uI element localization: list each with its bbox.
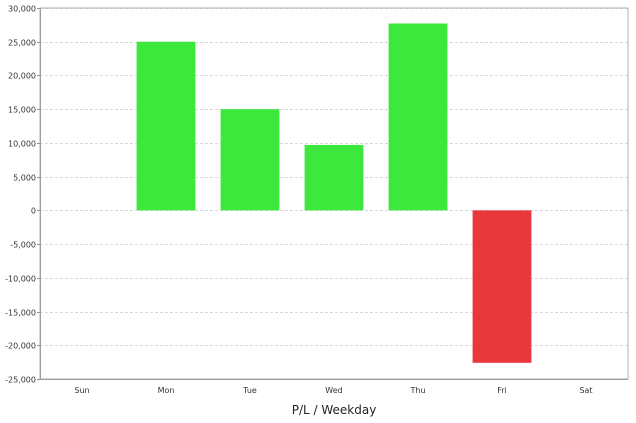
y-tick-label: -25,000	[5, 376, 36, 385]
bars	[136, 23, 532, 363]
y-tick-label: 20,000	[8, 72, 36, 81]
x-tick-label: Sun	[74, 386, 89, 395]
x-tick-label: Sat	[579, 386, 592, 395]
bar-thu	[388, 23, 448, 211]
x-tick-label: Thu	[409, 386, 425, 395]
y-axis-ticks: 30,000 25,000 20,000 15,000 10,000 5,000 0 -5,0…	[5, 5, 40, 385]
bar-fri	[472, 210, 532, 363]
y-tick-label: 25,000	[8, 39, 36, 48]
x-tick-label: Wed	[325, 386, 342, 395]
bar-tue	[220, 109, 280, 211]
y-tick-label: 15,000	[8, 106, 36, 115]
y-tick-label: 10,000	[8, 140, 36, 149]
y-tick-label: -10,000	[5, 275, 36, 284]
plot-frame	[39, 7, 629, 380]
y-tick-label: 0	[31, 207, 36, 216]
y-tick-label: -20,000	[5, 342, 36, 351]
x-axis-title: P/L / Weekday	[292, 403, 377, 417]
y-tick-label: 5,000	[13, 174, 36, 183]
x-axis-categories: Sun Mon Tue Wed Thu Fri Sat	[74, 386, 592, 395]
x-tick-label: Fri	[497, 386, 507, 395]
x-tick-label: Mon	[158, 386, 175, 395]
bar-wed	[304, 144, 364, 211]
x-tick-label: Tue	[242, 386, 257, 395]
bar-mon	[136, 41, 196, 211]
y-tick-label: -5,000	[10, 241, 36, 250]
y-tick-label: -15,000	[5, 309, 36, 318]
y-tick-label: 30,000	[8, 5, 36, 14]
